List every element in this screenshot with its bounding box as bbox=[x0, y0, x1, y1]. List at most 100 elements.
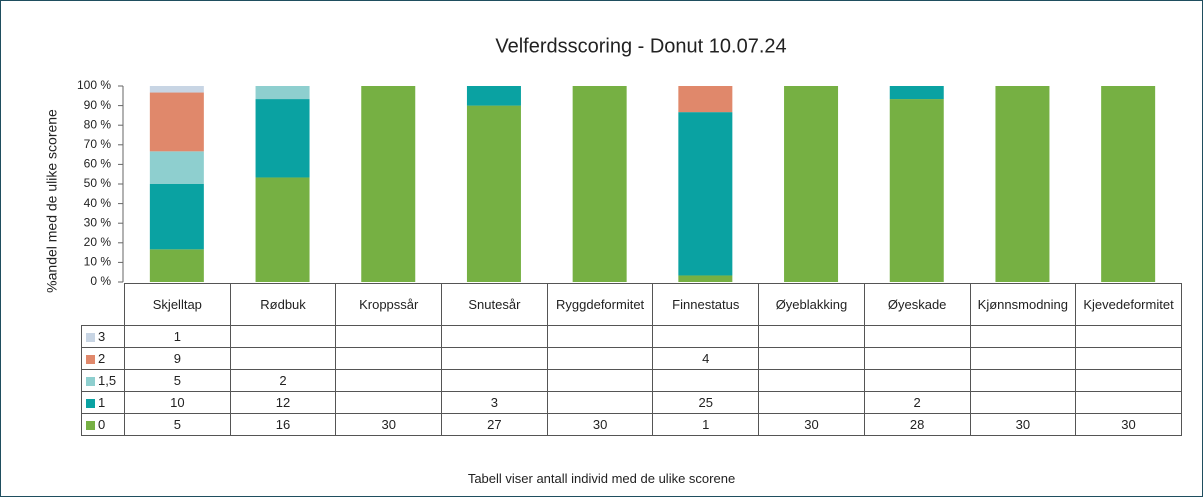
table-cell bbox=[758, 347, 865, 370]
table-cell bbox=[335, 325, 443, 348]
table-cell bbox=[969, 391, 1077, 414]
table-cell bbox=[1075, 347, 1182, 370]
bar-segment bbox=[149, 184, 204, 250]
x-tick-label: Kroppssår bbox=[335, 283, 443, 326]
table-cell bbox=[229, 325, 337, 348]
bar-segment bbox=[678, 275, 733, 282]
legend-cell: 1 bbox=[81, 391, 125, 414]
bar-segment bbox=[678, 112, 733, 276]
bar-segment bbox=[889, 86, 944, 100]
table-row: 0 5 16 30 27 30 1 30 28 30 30 bbox=[81, 413, 1182, 436]
table-cell bbox=[969, 325, 1077, 348]
table-cell: 12 bbox=[229, 391, 337, 414]
x-tick-label: Ryggdeformitet bbox=[546, 283, 654, 326]
table-row: 1,5 5 2 bbox=[81, 369, 1182, 392]
legend-swatch bbox=[86, 355, 95, 365]
table-cell bbox=[546, 391, 654, 414]
y-tick-label: 60 % bbox=[84, 157, 112, 171]
table-cell bbox=[863, 325, 971, 348]
table-cell bbox=[758, 369, 865, 392]
bar-segment bbox=[784, 86, 839, 282]
bar-segment bbox=[995, 86, 1050, 282]
bar-segment bbox=[572, 86, 627, 282]
legend-label: 0 bbox=[98, 417, 106, 432]
table-cell bbox=[441, 347, 548, 370]
table-cell bbox=[1075, 369, 1182, 392]
legend-cell: 3 bbox=[81, 325, 125, 348]
bar-segment bbox=[149, 92, 204, 152]
footer: Tabell viser antall individ med de ulike… bbox=[467, 471, 736, 486]
legend-label: 2 bbox=[98, 351, 106, 366]
y-tick-label: 80 % bbox=[84, 117, 112, 131]
table-row: 1 10 12 3 25 2 bbox=[81, 391, 1182, 414]
legend-swatch bbox=[86, 399, 95, 409]
y-tick-label: 40 % bbox=[84, 196, 112, 210]
x-tick-label: Rødbuk bbox=[229, 283, 337, 326]
bar-segment bbox=[361, 86, 416, 282]
bar-segment bbox=[255, 99, 310, 178]
legend-label: 1,5 bbox=[98, 373, 117, 388]
table-cell: 30 bbox=[758, 413, 865, 436]
table-corner bbox=[81, 283, 125, 326]
chart-title: Velferdsscoring - Donut 10.07.24 bbox=[495, 35, 786, 57]
data-table: Skjelltap Rødbuk Kroppssår Snutesår Ryggdefo… bbox=[81, 283, 1182, 436]
bar-segment bbox=[149, 151, 204, 184]
table-cell bbox=[652, 325, 760, 348]
table-row: 2 9 4 bbox=[81, 347, 1182, 370]
y-tick-label: 90 % bbox=[84, 98, 112, 112]
table-cell: 25 bbox=[652, 391, 760, 414]
table-cell: 30 bbox=[1075, 413, 1182, 436]
bar-segment bbox=[1101, 86, 1156, 282]
x-tick-label: Snutesår bbox=[441, 283, 548, 326]
table-cell: 3 bbox=[441, 391, 548, 414]
bar-segment bbox=[149, 249, 204, 282]
y-tick-label: 70 % bbox=[84, 137, 112, 151]
table-cell bbox=[546, 325, 654, 348]
table-cell: 5 bbox=[124, 413, 231, 436]
x-tick-label: Øyeskade bbox=[863, 283, 971, 326]
bar-segment bbox=[466, 105, 521, 282]
legend-cell: 2 bbox=[81, 347, 125, 370]
table-cell bbox=[969, 369, 1077, 392]
bar-segment bbox=[255, 177, 310, 282]
table-cell bbox=[863, 369, 971, 392]
y-axis-title: %andel med de ulike scorene bbox=[44, 109, 60, 293]
table-cell: 1 bbox=[124, 325, 231, 348]
table-cell: 30 bbox=[335, 413, 443, 436]
table-cell bbox=[758, 391, 865, 414]
legend-swatch bbox=[86, 421, 95, 431]
table-cell: 2 bbox=[229, 369, 337, 392]
table-cell: 30 bbox=[546, 413, 654, 436]
y-tick-label: 20 % bbox=[84, 235, 112, 249]
y-tick-label: 10 % bbox=[84, 255, 112, 269]
x-tick-label: Øyeblakking bbox=[758, 283, 865, 326]
table-cell bbox=[441, 325, 548, 348]
x-tick-label: Kjønnsmodning bbox=[969, 283, 1077, 326]
legend-label: 3 bbox=[98, 329, 106, 344]
legend-cell: 0 bbox=[81, 413, 125, 436]
table-cell: 27 bbox=[441, 413, 548, 436]
y-tick-label: 100 % bbox=[77, 78, 111, 92]
table-cell: 10 bbox=[124, 391, 231, 414]
table-cell: 30 bbox=[969, 413, 1077, 436]
legend-cell: 1,5 bbox=[81, 369, 125, 392]
table-cell bbox=[335, 347, 443, 370]
table-cell bbox=[969, 347, 1077, 370]
table-cell bbox=[546, 369, 654, 392]
table-cell bbox=[441, 369, 548, 392]
table-cell bbox=[335, 369, 443, 392]
bar-segment bbox=[255, 86, 310, 100]
table-cell bbox=[229, 347, 337, 370]
table-cell bbox=[335, 391, 443, 414]
y-tick-label: 50 % bbox=[84, 176, 112, 190]
x-tick-label: Finnestatus bbox=[652, 283, 760, 326]
table-cell bbox=[546, 347, 654, 370]
table-cell: 28 bbox=[863, 413, 971, 436]
table-cell: 5 bbox=[124, 369, 231, 392]
table-cell: 16 bbox=[229, 413, 337, 436]
bar-segment bbox=[466, 86, 521, 106]
table-cell bbox=[758, 325, 865, 348]
